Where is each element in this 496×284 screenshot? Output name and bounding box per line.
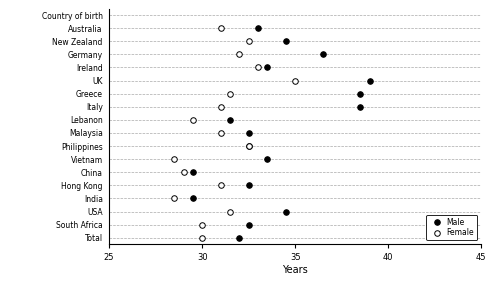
X-axis label: Years: Years — [282, 265, 308, 275]
Legend: Male, Female: Male, Female — [426, 215, 477, 241]
